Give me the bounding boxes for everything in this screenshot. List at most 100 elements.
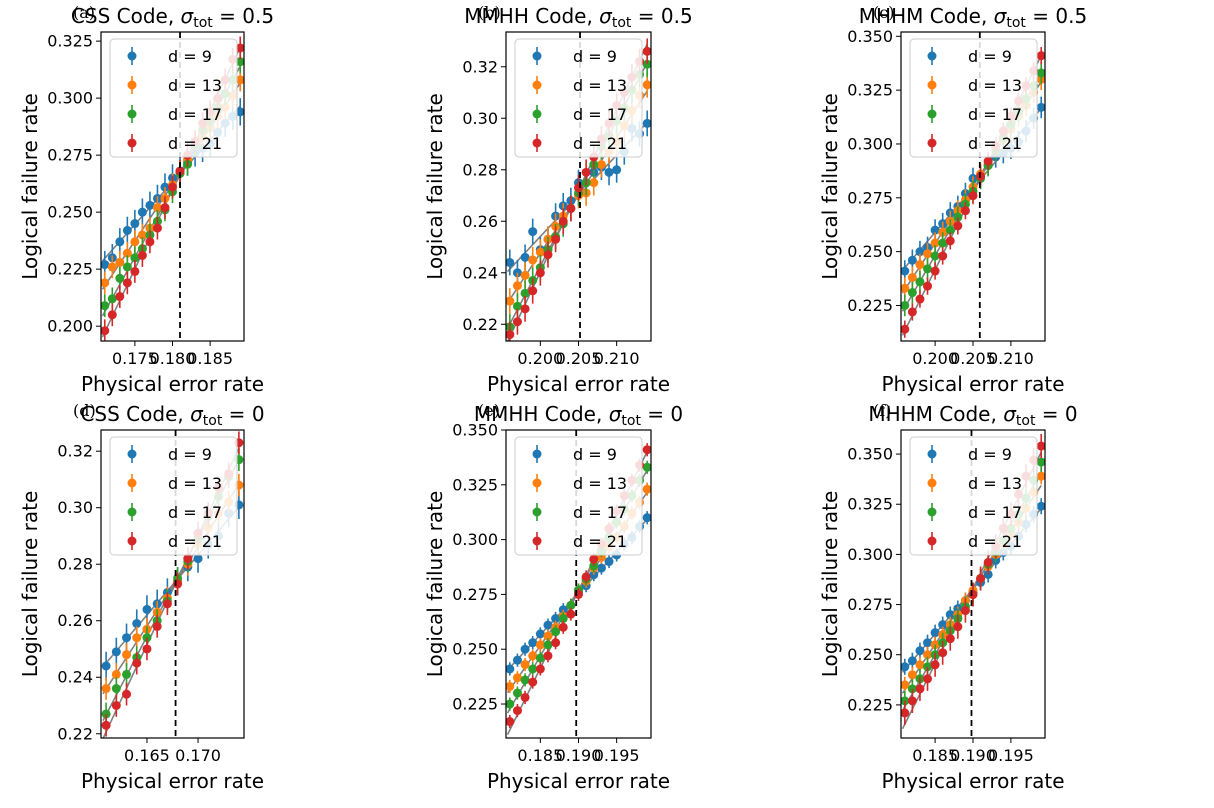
data-point [581, 572, 591, 582]
data-point [130, 237, 140, 247]
legend-marker [927, 449, 937, 459]
legend-marker [532, 51, 542, 61]
data-point [612, 165, 622, 175]
legend-label: d = 17 [168, 105, 222, 124]
data-point [923, 650, 933, 660]
chart-title: CSS Code, σtot = 0.5 [71, 4, 274, 31]
data-point [543, 651, 553, 661]
data-point [122, 262, 132, 272]
x-tick-label: 0.185 [187, 349, 233, 368]
data-point [142, 644, 152, 654]
data-point [930, 251, 940, 261]
x-axis-label: Physical error rate [487, 769, 670, 793]
data-point [642, 80, 651, 90]
data-point [915, 660, 925, 670]
sigma-subscript: tot [193, 15, 213, 31]
title-text: CSS Code, [71, 4, 181, 28]
x-axis-label: Physical error rate [487, 372, 670, 396]
y-tick-label: 0.325 [847, 495, 893, 514]
data-point [596, 563, 606, 573]
y-tick-label: 0.30 [462, 109, 498, 128]
title-text: MMHH Code, [474, 402, 609, 426]
data-point [175, 166, 185, 176]
data-point [642, 484, 651, 494]
sigma-equals: = [222, 402, 251, 426]
data-point [923, 638, 933, 648]
data-point [930, 660, 940, 670]
chart-title: MHHM Code, σtot = 0.5 [859, 4, 1087, 31]
data-point [930, 266, 940, 276]
data-point [907, 656, 917, 666]
data-point [1036, 471, 1045, 481]
panel-label: (c) [873, 3, 894, 22]
legend-marker [127, 507, 137, 517]
x-tick-label: 0.170 [175, 746, 221, 765]
data-point [1036, 457, 1045, 467]
legend-marker [927, 138, 937, 148]
data-point [520, 692, 530, 702]
data-point [130, 253, 140, 263]
data-point [512, 281, 522, 291]
data-point [506, 330, 515, 340]
data-point [642, 46, 651, 56]
x-tick-label: 0.210 [594, 349, 640, 368]
y-tick-label: 0.30 [57, 498, 93, 517]
y-tick-label: 0.28 [57, 555, 93, 574]
y-tick-label: 0.350 [847, 445, 893, 464]
y-tick-label: 0.275 [47, 146, 93, 165]
y-tick-label: 0.26 [462, 212, 498, 231]
data-point [907, 272, 917, 282]
x-tick-label: 0.195 [988, 746, 1034, 765]
data-point [535, 247, 545, 257]
y-axis-label: Logical failure rate [423, 93, 447, 280]
data-point [923, 249, 933, 259]
data-point [235, 43, 244, 53]
y-tick-label: 0.250 [847, 645, 893, 664]
data-point [566, 609, 576, 619]
data-point [945, 225, 955, 235]
y-tick-label: 0.275 [847, 595, 893, 614]
sigma-value: 0 [252, 402, 265, 426]
data-point [115, 257, 125, 267]
panel-label: (f) [873, 401, 891, 420]
data-point [512, 688, 522, 698]
data-point [506, 296, 515, 306]
sigma-equals: = [1026, 4, 1055, 28]
legend-marker [927, 507, 937, 517]
legend-marker [127, 138, 137, 148]
data-point [506, 664, 515, 674]
y-tick-label: 0.22 [462, 315, 498, 334]
data-point [535, 268, 545, 278]
y-axis-label: Logical failure rate [18, 93, 42, 280]
legend-label: d = 13 [168, 76, 222, 95]
data-point [901, 680, 910, 690]
data-point [132, 658, 142, 668]
x-tick-label: 0.185 [517, 746, 563, 765]
y-tick-label: 0.32 [57, 442, 93, 461]
data-point [152, 223, 162, 233]
legend-marker [532, 449, 542, 459]
panel-label: (a) [73, 3, 95, 22]
title-text: MHHM Code, [859, 4, 994, 28]
data-point [122, 278, 132, 288]
data-point [528, 227, 538, 237]
data-point [512, 673, 522, 683]
legend-marker [532, 109, 542, 119]
data-point [160, 203, 170, 213]
data-point [574, 183, 583, 193]
data-point [923, 264, 933, 274]
data-point [235, 57, 244, 67]
data-point [111, 684, 121, 694]
sigma-symbol: σ [1003, 402, 1017, 426]
y-tick-label: 0.225 [847, 296, 893, 315]
data-point [642, 118, 651, 128]
legend-marker [127, 536, 137, 546]
legend-marker [532, 507, 542, 517]
legend-marker [532, 138, 542, 148]
data-point [512, 317, 522, 327]
x-axis-label: Physical error rate [81, 769, 264, 793]
y-tick-label: 0.250 [452, 640, 498, 659]
panel-label: (e) [478, 401, 500, 420]
data-point [543, 631, 553, 641]
legend-marker [532, 478, 542, 488]
